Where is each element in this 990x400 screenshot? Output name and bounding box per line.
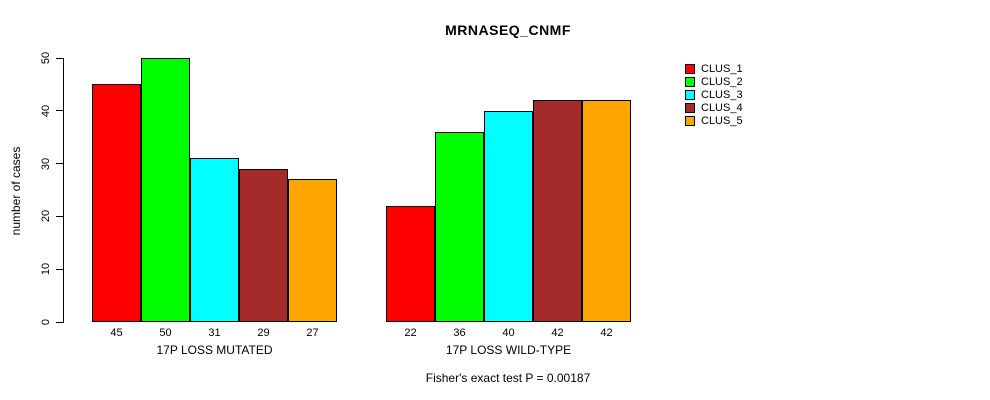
y-tick-label: 0 [40,318,52,326]
legend-entry-clus_1: CLUS_1 [685,62,743,75]
y-tick-mark [56,57,63,59]
legend-swatch-icon [685,76,695,87]
bar-clus_2-group2 [435,131,484,322]
y-axis-line [63,58,64,323]
legend-swatch-icon [685,115,695,126]
legend-entry-clus_4: CLUS_4 [685,101,743,114]
bar-clus_1-group1 [92,84,141,322]
y-tick-label: 40 [40,104,52,117]
y-tick-mark [56,110,63,112]
bar-clus_3-group1 [190,158,239,322]
legend-label: CLUS_5 [701,114,743,127]
caption-fishers-test: Fisher's exact test P = 0.00187 [425,371,591,385]
group-label-1: 17P LOSS MUTATED [156,343,273,357]
legend-label: CLUS_3 [701,88,743,101]
legend-label: CLUS_1 [701,62,743,75]
group-label-2: 17P LOSS WILD-TYPE [445,343,572,357]
chart-title: MRNASEQ_CNMF [445,22,571,38]
y-tick-label: 30 [40,157,52,170]
bar-clus_4-group1 [239,168,288,322]
bar-value-label: 27 [306,327,319,339]
legend-entry-clus_3: CLUS_3 [685,88,743,101]
legend-entry-clus_5: CLUS_5 [685,114,743,127]
y-tick-mark [56,163,63,165]
legend-entry-clus_2: CLUS_2 [685,75,743,88]
y-tick-label: 10 [40,263,52,276]
bar-clus_2-group1 [141,58,190,322]
y-tick-label: 50 [40,51,52,65]
legend-label: CLUS_2 [701,75,743,88]
y-tick-mark [56,268,63,270]
bar-clus_5-group2 [582,100,631,322]
y-tick-label: 20 [40,210,52,223]
bar-value-label: 50 [159,327,172,339]
bar-value-label: 22 [404,327,417,339]
y-axis-label: number of cases [9,146,23,236]
bar-clus_4-group2 [533,100,582,322]
bar-clus_1-group2 [386,205,435,322]
bar-clus_3-group2 [484,110,533,322]
bar-value-label: 29 [257,327,270,339]
bar-clus_5-group1 [288,179,337,322]
bar-value-label: 42 [551,327,564,339]
y-tick-mark [56,321,63,323]
bar-value-label: 36 [453,327,466,339]
bar-value-label: 31 [208,327,221,339]
y-tick-mark [56,215,63,217]
legend-swatch-icon [685,63,695,74]
legend-swatch-icon [685,102,695,113]
legend-swatch-icon [685,89,695,100]
bar-value-label: 42 [600,327,613,339]
bar-value-label: 45 [110,327,123,339]
legend-label: CLUS_4 [701,101,743,114]
bar-value-label: 40 [502,327,515,339]
legend: CLUS_1 CLUS_2 CLUS_3 CLUS_4 CLUS_5 [685,62,743,127]
